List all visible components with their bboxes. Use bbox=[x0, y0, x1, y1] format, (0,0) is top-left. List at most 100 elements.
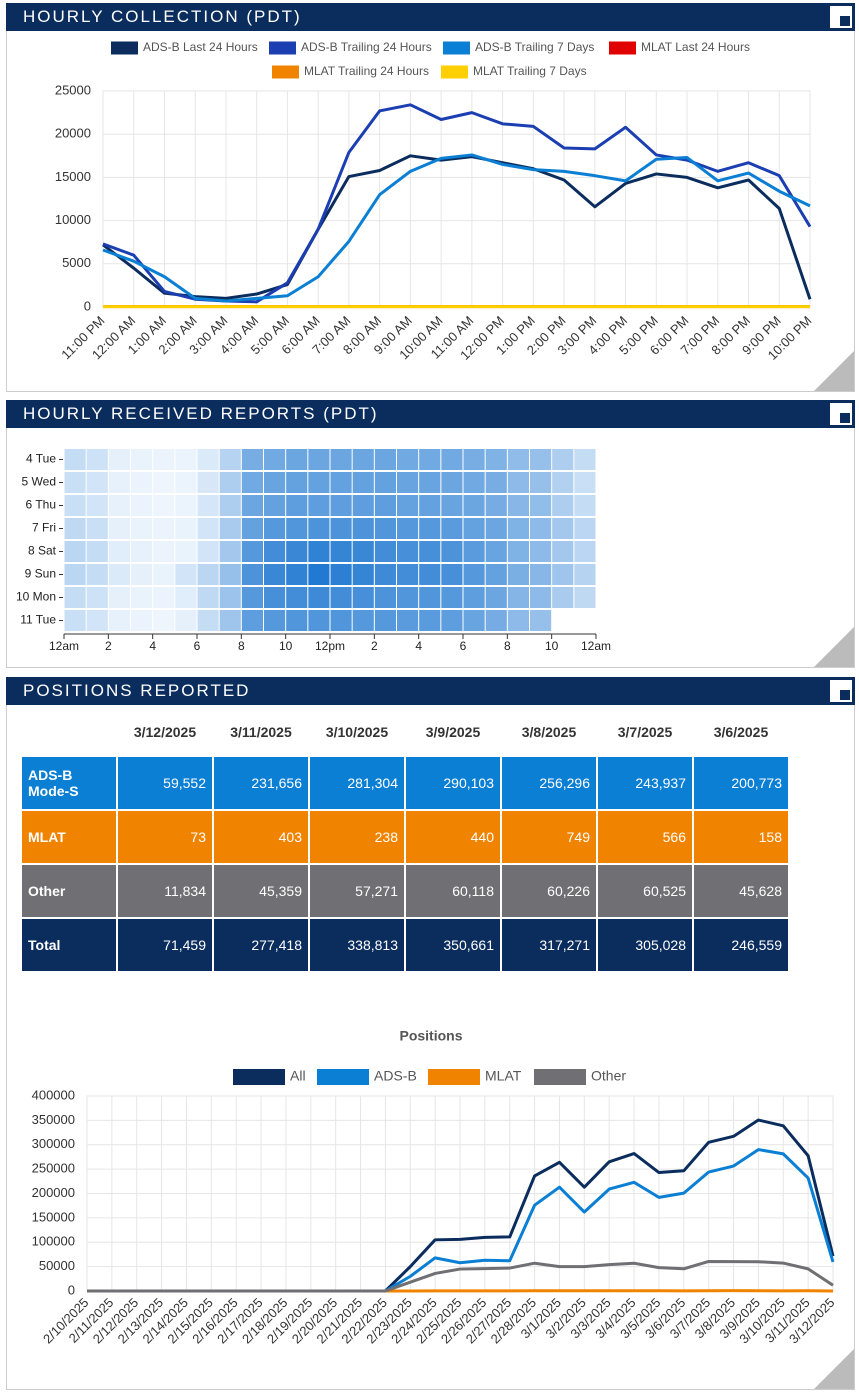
expand-button[interactable] bbox=[830, 680, 852, 702]
resize-handle[interactable] bbox=[814, 351, 854, 391]
heat-cell bbox=[153, 610, 175, 631]
heat-cell bbox=[441, 449, 463, 470]
heat-cell bbox=[374, 449, 396, 470]
heat-cell bbox=[574, 564, 596, 585]
panel-header: POSITIONS REPORTED bbox=[6, 677, 855, 705]
heat-cell bbox=[330, 518, 352, 539]
heat-cell bbox=[485, 610, 507, 631]
heat-cell bbox=[286, 541, 308, 562]
resize-handle[interactable] bbox=[814, 627, 854, 667]
cell: 403 bbox=[214, 811, 308, 863]
heat-cell bbox=[219, 495, 241, 516]
heat-cell bbox=[507, 472, 529, 493]
cell: 305,028 bbox=[598, 919, 692, 971]
cell: 243,937 bbox=[598, 757, 692, 809]
heat-cell bbox=[419, 564, 441, 585]
column-header: 3/9/2025 bbox=[425, 724, 481, 740]
heat-cell bbox=[175, 564, 197, 585]
heat-cell bbox=[241, 472, 263, 493]
legend-label: Other bbox=[591, 1068, 626, 1084]
expand-button[interactable] bbox=[830, 403, 852, 425]
y-tick-label: 50000 bbox=[39, 1258, 75, 1273]
cell: 60,525 bbox=[598, 865, 692, 917]
y-tick-label: 15000 bbox=[55, 169, 91, 184]
heat-cell bbox=[197, 610, 219, 631]
series-line bbox=[102, 154, 812, 300]
corner-cell bbox=[22, 709, 116, 755]
heat-cell bbox=[86, 449, 108, 470]
x-tick-label: 8 bbox=[238, 639, 245, 653]
heat-cell bbox=[530, 564, 552, 585]
column-header: 3/10/2025 bbox=[325, 724, 389, 740]
heat-cell bbox=[352, 564, 374, 585]
cell: 281,304 bbox=[310, 757, 404, 809]
heat-cell bbox=[86, 472, 108, 493]
chart-title: Positions bbox=[399, 1028, 462, 1044]
heat-cell bbox=[507, 518, 529, 539]
heat-cell bbox=[441, 587, 463, 608]
expand-button[interactable] bbox=[830, 6, 852, 28]
legend-swatch bbox=[443, 41, 470, 55]
heat-cell bbox=[108, 610, 130, 631]
heat-cell bbox=[131, 564, 153, 585]
legend-swatch bbox=[441, 65, 468, 79]
heat-cell bbox=[153, 472, 175, 493]
cell: 566 bbox=[598, 811, 692, 863]
legend-label: MLAT bbox=[485, 1068, 522, 1084]
resize-handle[interactable] bbox=[814, 1349, 854, 1389]
y-tick-label: 0 bbox=[68, 1282, 75, 1297]
heat-cell bbox=[286, 518, 308, 539]
cell: 60,226 bbox=[502, 865, 596, 917]
heat-cell bbox=[308, 472, 330, 493]
heat-cell bbox=[552, 449, 574, 470]
x-tick-label: 2 bbox=[371, 639, 378, 653]
heat-cell bbox=[241, 518, 263, 539]
cell: 11,834 bbox=[118, 865, 212, 917]
heat-cell bbox=[131, 541, 153, 562]
heat-cell bbox=[374, 564, 396, 585]
heat-cell bbox=[64, 495, 86, 516]
panel-title: HOURLY COLLECTION (PDT) bbox=[23, 7, 302, 26]
heat-cell bbox=[352, 610, 374, 631]
heat-cell bbox=[108, 472, 130, 493]
x-tick-label: 6 bbox=[460, 639, 467, 653]
heat-cell bbox=[419, 449, 441, 470]
legend-label: All bbox=[290, 1068, 306, 1084]
heat-cell bbox=[219, 541, 241, 562]
series-line bbox=[102, 153, 811, 303]
table-row: Other 11,834 45,359 57,271 60,118 60,226 60,52… bbox=[22, 865, 788, 917]
heat-cell bbox=[264, 610, 286, 631]
heat-cell bbox=[241, 610, 263, 631]
heat-cell bbox=[352, 495, 374, 516]
cell: 440 bbox=[406, 811, 500, 863]
heat-cell bbox=[397, 495, 419, 516]
y-tick-label: 100000 bbox=[32, 1234, 75, 1249]
heat-cell bbox=[264, 587, 286, 608]
column-header: 3/7/2025 bbox=[617, 724, 673, 740]
heat-cell bbox=[419, 541, 441, 562]
heat-cell bbox=[64, 518, 86, 539]
legend-swatch bbox=[272, 65, 299, 79]
y-tick-label: 25000 bbox=[55, 82, 91, 97]
cell: 290,103 bbox=[406, 757, 500, 809]
heat-cell bbox=[264, 472, 286, 493]
x-tick-label: 6 bbox=[194, 639, 201, 653]
heat-cell bbox=[419, 472, 441, 493]
heat-cell bbox=[131, 472, 153, 493]
heat-cell bbox=[574, 449, 596, 470]
heat-cell bbox=[441, 610, 463, 631]
cell: 338,813 bbox=[310, 919, 404, 971]
cell: 231,656 bbox=[214, 757, 308, 809]
heat-cell bbox=[552, 518, 574, 539]
table-row: MLAT 73 403 238 440 749 566 158 bbox=[22, 811, 788, 863]
heat-cell bbox=[374, 587, 396, 608]
cell: 60,118 bbox=[406, 865, 500, 917]
heat-cell bbox=[397, 541, 419, 562]
heat-cell bbox=[153, 564, 175, 585]
heat-cell bbox=[308, 541, 330, 562]
y-tick-label: 10 Mon bbox=[16, 590, 56, 604]
legend-swatch bbox=[233, 1069, 285, 1085]
heat-cell bbox=[108, 449, 130, 470]
heat-cell bbox=[552, 587, 574, 608]
